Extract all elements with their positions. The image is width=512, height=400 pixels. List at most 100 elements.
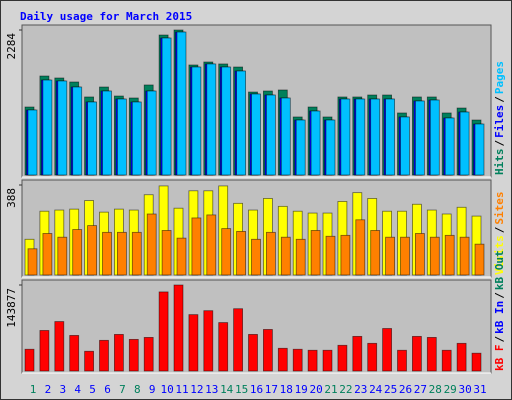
- bar: [54, 321, 65, 372]
- legend-entry: Hits: [493, 149, 506, 176]
- bar: [146, 213, 157, 276]
- bar: [221, 66, 232, 176]
- chart-title: Daily usage for March 2015: [20, 10, 192, 23]
- bar: [265, 94, 276, 176]
- x-tick-label: 17: [265, 383, 278, 396]
- bar: [367, 342, 378, 372]
- bar: [340, 98, 351, 176]
- bar: [143, 337, 154, 372]
- bar: [426, 337, 437, 372]
- x-tick-label: 1: [30, 383, 37, 396]
- bar: [158, 291, 169, 372]
- x-tick-label: 13: [205, 383, 218, 396]
- bar: [397, 349, 407, 372]
- bar: [280, 97, 291, 176]
- bar: [352, 335, 363, 372]
- legend-entry: Sites: [493, 192, 506, 225]
- bar: [459, 111, 470, 176]
- bar: [385, 98, 396, 176]
- bar: [471, 352, 482, 372]
- x-tick-label: 8: [134, 383, 141, 396]
- bar: [131, 101, 142, 176]
- bar: [131, 231, 142, 276]
- bar: [146, 90, 157, 176]
- bar: [248, 334, 258, 372]
- x-tick-label: 12: [190, 383, 203, 396]
- x-tick-label: 5: [89, 383, 96, 396]
- bar: [161, 37, 172, 176]
- bar: [280, 236, 291, 276]
- bar: [474, 243, 485, 276]
- x-tick-label: 6: [104, 383, 111, 396]
- bar: [370, 98, 381, 176]
- bar: [206, 214, 217, 276]
- bar: [102, 231, 112, 276]
- bar: [117, 231, 127, 276]
- x-tick-label: 30: [458, 383, 471, 396]
- bar: [355, 219, 366, 276]
- bar: [292, 348, 303, 372]
- legend-separator: /: [493, 292, 506, 299]
- bar: [429, 99, 440, 176]
- bar: [87, 101, 97, 176]
- bar: [295, 238, 306, 276]
- bar: [39, 330, 50, 372]
- bar: [42, 233, 53, 276]
- bar: [456, 342, 467, 372]
- bar: [203, 310, 214, 372]
- bar: [429, 236, 440, 276]
- legend-separator: /: [493, 336, 506, 343]
- bar: [322, 349, 333, 372]
- bar: [295, 119, 306, 176]
- bar: [474, 123, 485, 176]
- bar: [307, 349, 318, 372]
- bar: [400, 236, 410, 276]
- bar: [385, 236, 396, 276]
- bar: [191, 66, 202, 176]
- y-max-label: 143877: [5, 288, 18, 328]
- y-max-label: 2284: [5, 33, 18, 60]
- x-tick-label: 4: [74, 383, 81, 396]
- bar: [236, 70, 247, 176]
- bar: [337, 344, 348, 372]
- legend-entry: Files: [493, 105, 506, 138]
- bar: [251, 93, 261, 176]
- bar: [310, 230, 321, 276]
- x-tick-label: 18: [280, 383, 293, 396]
- x-tick-label: 2: [45, 383, 52, 396]
- y-max-label: 388: [5, 188, 18, 208]
- bar: [72, 229, 83, 276]
- bar: [251, 238, 261, 276]
- x-tick-label: 22: [339, 383, 352, 396]
- legend-entry: Pages: [493, 61, 506, 94]
- x-tick-label: 20: [309, 383, 322, 396]
- bar: [325, 119, 336, 176]
- x-tick-label: 23: [354, 383, 367, 396]
- legend-entry: kB Out: [493, 250, 506, 290]
- legend-separator: /: [493, 96, 506, 103]
- bar: [114, 334, 124, 372]
- bar: [191, 217, 202, 276]
- x-tick-label: 21: [324, 383, 337, 396]
- x-tick-label: 14: [220, 383, 234, 396]
- bar: [102, 90, 112, 176]
- bar: [173, 284, 184, 372]
- x-tick-label: 24: [369, 383, 383, 396]
- legend-separator: /: [493, 140, 506, 147]
- bar: [84, 350, 94, 372]
- bar: [441, 349, 452, 372]
- x-tick-label: 10: [160, 383, 173, 396]
- x-tick-label: 26: [399, 383, 412, 396]
- bar: [27, 109, 38, 176]
- bar: [411, 335, 422, 372]
- bar: [444, 234, 455, 276]
- bar: [221, 228, 232, 276]
- bar: [459, 236, 470, 276]
- legend-entry: kB In: [493, 301, 506, 334]
- bar: [24, 348, 35, 372]
- bar: [400, 116, 410, 176]
- bar: [340, 234, 351, 276]
- bar: [444, 117, 455, 176]
- bar: [233, 308, 244, 372]
